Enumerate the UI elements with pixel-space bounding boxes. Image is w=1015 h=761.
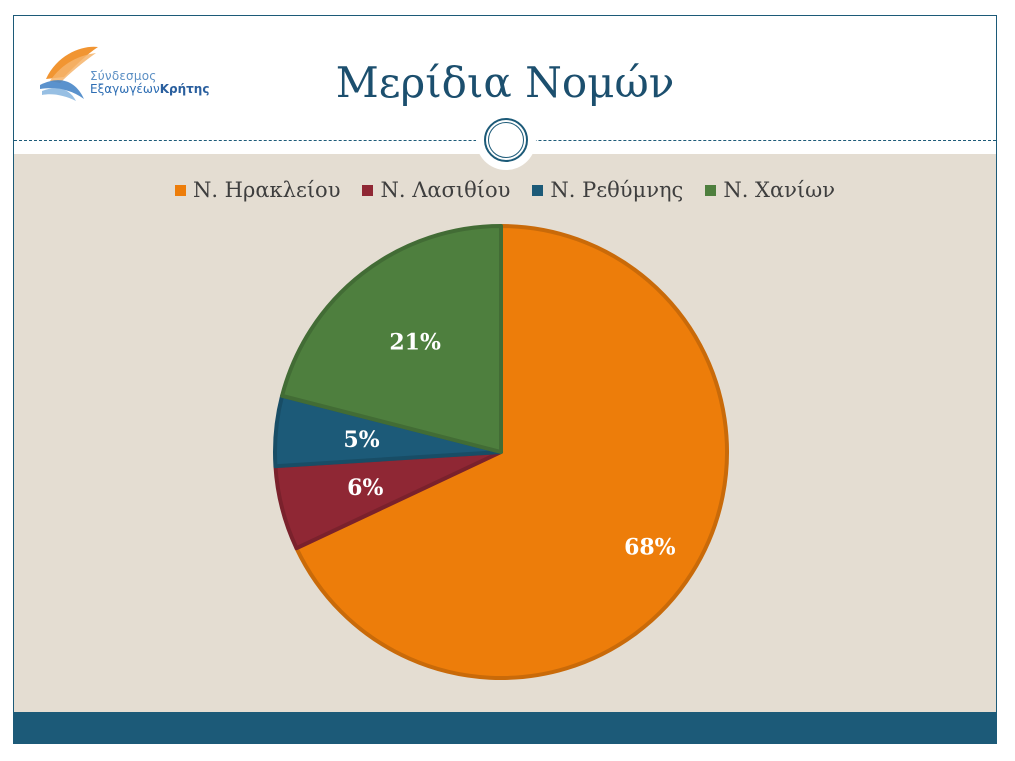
pie-slice — [294, 224, 729, 680]
legend-item: Ν. Λασιθίου — [362, 178, 510, 202]
legend-label: Ν. Χανίων — [723, 178, 836, 202]
logo: Σύνδεσμος ΕξαγωγέωνΚρήτης — [40, 41, 230, 111]
pie-data-label: 5% — [343, 427, 379, 453]
slide-frame: Σύνδεσμος ΕξαγωγέωνΚρήτης Μερίδια Νομών … — [13, 15, 997, 744]
legend-swatch — [705, 184, 717, 196]
legend-swatch — [532, 184, 544, 196]
legend-item: Ν. Ηρακλείου — [174, 178, 341, 202]
pie-chart: 68% 6% 5% 21% — [273, 224, 729, 680]
page-title: Μερίδια Νομών — [335, 58, 675, 107]
pie-slice — [280, 224, 503, 454]
legend-item: Ν. Ρεθύμνης — [532, 178, 683, 202]
circle-ornament-icon — [476, 110, 536, 170]
legend-label: Ν. Ηρακλείου — [192, 178, 341, 202]
legend-swatch — [362, 184, 374, 196]
legend-item: Ν. Χανίων — [705, 178, 835, 202]
logo-text-line1: Σύνδεσμος — [90, 69, 157, 83]
legend-swatch — [174, 184, 186, 196]
footer-bar — [14, 712, 996, 743]
chart-legend: Ν. Ηρακλείου Ν. Λασιθίου Ν. Ρεθύμνης Ν. Χαν… — [14, 178, 996, 202]
pie-data-label: 21% — [389, 329, 441, 355]
pie-data-label: 6% — [347, 475, 383, 501]
legend-label: Ν. Λασιθίου — [380, 178, 511, 202]
logo-leaf-icon — [40, 46, 98, 101]
pie-data-label: 68% — [624, 534, 676, 560]
logo-text-line2: ΕξαγωγέωνΚρήτης — [90, 82, 210, 96]
legend-label: Ν. Ρεθύμνης — [550, 178, 684, 202]
